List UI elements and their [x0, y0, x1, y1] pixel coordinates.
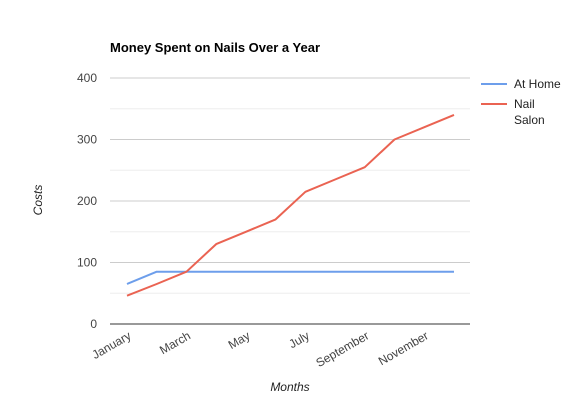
x-axis-label: Months — [270, 380, 309, 394]
y-tick-label: 100 — [77, 256, 97, 270]
y-tick-labels: 0 100 200 300 400 — [77, 71, 97, 331]
y-axis-label: Costs — [31, 185, 45, 216]
y-tick-label: 300 — [77, 133, 97, 147]
series-line — [126, 113, 455, 297]
x-tick-labels: January March May July September November — [90, 328, 431, 369]
legend: At Home Nail Salon — [481, 77, 561, 127]
y-tick-label: 200 — [77, 194, 97, 208]
y-tick-label: 0 — [90, 317, 97, 331]
x-tick-label: March — [157, 328, 193, 357]
x-tick-label: January — [90, 328, 134, 361]
y-tick-label: 400 — [77, 71, 97, 85]
legend-label: Nail Salon — [514, 97, 545, 127]
x-tick-label: July — [286, 328, 311, 351]
x-tick-label: September — [313, 328, 371, 369]
x-tick-label: May — [226, 328, 253, 351]
legend-label: At Home — [514, 77, 561, 91]
x-tick-label: November — [376, 328, 431, 368]
series-line — [126, 270, 454, 285]
series-lines — [126, 113, 455, 297]
chart-title: Money Spent on Nails Over a Year — [110, 40, 320, 55]
gridlines — [110, 77, 470, 294]
